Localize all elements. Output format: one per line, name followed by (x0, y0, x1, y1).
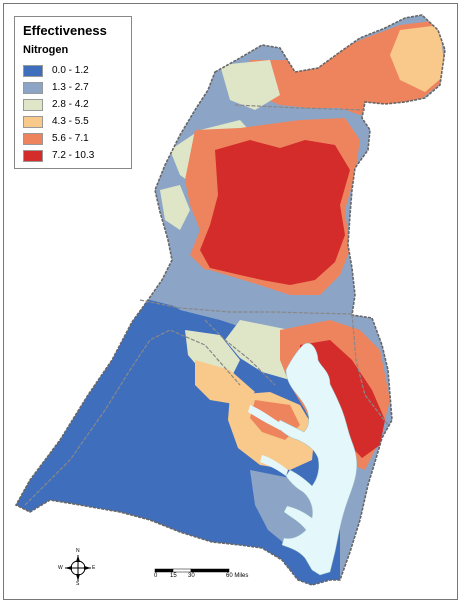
potomac-border (204, 319, 276, 386)
legend-item: 0.0 - 1.2 (23, 62, 123, 79)
map-legend: Effectiveness Nitrogen 0.0 - 1.2 1.3 - 2… (14, 16, 132, 169)
compass-s: S (76, 581, 80, 587)
scale-tick: 15 (170, 573, 177, 579)
scale-bar-graphic (154, 568, 230, 573)
legend-label: 5.6 - 7.1 (52, 133, 89, 144)
region-central-red (200, 140, 350, 285)
legend-swatch (23, 115, 43, 128)
compass-w: W (58, 565, 63, 571)
legend-swatch (23, 132, 43, 145)
scale-tick: 30 (188, 573, 195, 579)
legend-subtitle: Nitrogen (23, 44, 69, 56)
compass-icon (65, 555, 91, 581)
state-boundaries (24, 104, 389, 506)
region-west-patch (160, 185, 190, 230)
chesapeake-bay (275, 343, 358, 576)
rappahannock-estuary (260, 455, 288, 476)
region-north-light (220, 60, 280, 110)
potomac-estuary (248, 405, 282, 430)
legend-swatch (23, 81, 43, 94)
region-valley-tan (195, 360, 255, 405)
md-de-border (351, 313, 389, 426)
scale-tick: 0 (154, 573, 158, 579)
region-blue-gray-band (160, 265, 310, 335)
legend-title: Effectiveness (23, 23, 107, 38)
legend-label: 7.2 - 10.3 (52, 150, 95, 161)
basin-outline (14, 14, 446, 586)
legend-label: 0.0 - 1.2 (52, 65, 89, 76)
legend-item: 1.3 - 2.7 (23, 79, 123, 96)
ny-pa-border (234, 104, 366, 111)
legend-label: 4.3 - 5.5 (52, 116, 89, 127)
legend-item: 5.6 - 7.1 (23, 130, 123, 147)
legend-item: 7.2 - 10.3 (23, 147, 123, 164)
legend-label: 1.3 - 2.7 (52, 82, 89, 93)
legend-swatch (23, 149, 43, 162)
legend-item: 4.3 - 5.5 (23, 113, 123, 130)
region-northeast-tan (390, 25, 445, 92)
va-wv-border (24, 329, 241, 506)
compass-n: N (76, 548, 80, 554)
scale-bar: 0 15 30 60 Miles (154, 563, 248, 583)
legend-label: 2.8 - 4.2 (52, 99, 89, 110)
north-arrow: N S W E (58, 548, 96, 587)
compass-e: E (92, 565, 96, 571)
legend-item: 2.8 - 4.2 (23, 96, 123, 113)
scale-tick: 60 Miles (226, 573, 249, 579)
legend-swatch (23, 64, 43, 77)
pa-md-border (139, 299, 353, 315)
legend-swatch (23, 98, 43, 111)
